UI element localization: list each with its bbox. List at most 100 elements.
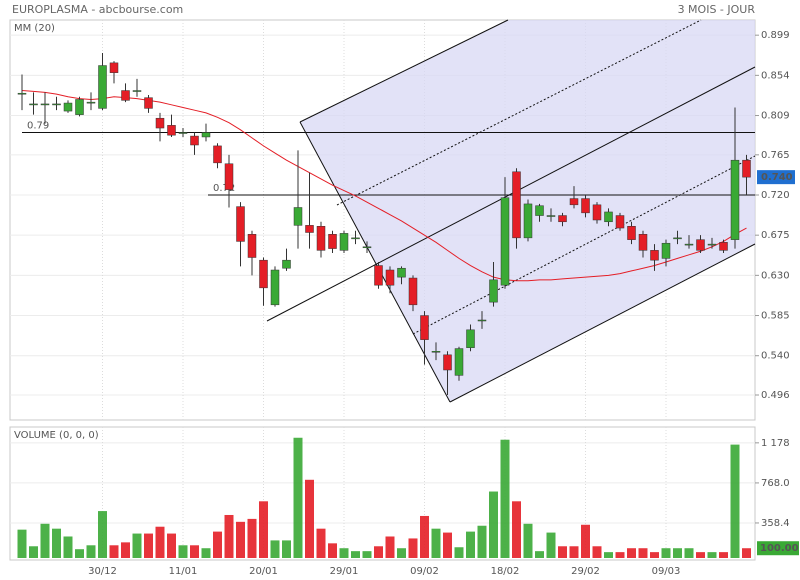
candle-body [17,92,27,95]
candle-body [696,239,705,251]
x-tick-label: 29/02 [571,566,600,577]
x-tick-label: 09/02 [410,566,439,577]
candle-body [604,211,613,223]
chart-subtitle: 3 MOIS - JOUR [678,3,756,16]
volume-bar [420,515,429,558]
y-tick-label: 0.496 [761,390,790,401]
volume-bar [236,521,245,558]
volume-bar [443,532,452,558]
volume-bar [466,531,475,558]
volume-bar [351,551,360,558]
candle-body [293,207,303,226]
last-volume-badge [757,541,799,556]
candle-body [420,315,429,340]
volume-bar [270,540,280,558]
candle-body [661,242,671,259]
volume-bar [684,548,694,558]
candle-body [638,234,648,251]
volume-bar [121,542,130,558]
volume-bar [63,536,73,558]
candle-body [500,197,510,286]
candle-body [40,103,50,106]
candle-body [339,233,349,251]
volume-bar [512,501,521,558]
candle-body [270,269,280,306]
candle-body [362,246,372,249]
candle-body [742,159,751,178]
candle-body [52,103,61,106]
candle-body [581,198,590,214]
volume-bar [247,518,257,558]
volume-bar [293,437,303,558]
y-tick-label: 0.765 [761,150,790,161]
volume-bar [627,548,636,558]
candle-body [167,125,176,136]
volume-bar [673,548,682,558]
candle-body [523,203,533,239]
last-price-label: 0.740 [761,172,793,183]
candle-body [247,234,257,258]
candle-body [627,226,636,240]
candle-body [385,269,395,286]
volume-bar [650,552,659,558]
last-price-badge [757,170,795,185]
candle-body [316,226,326,251]
volume-bar [17,529,27,558]
level-label: 0.72 [213,183,235,194]
x-tick-label: 29/01 [330,566,359,577]
volume-bar [98,511,107,558]
candle-body [132,90,142,92]
candle-body [86,101,96,104]
candle-body [466,329,475,348]
volume-bar [489,491,498,558]
candle-body [328,234,337,249]
candle-body [98,65,107,109]
volume-bar [638,548,648,558]
candle-body [454,348,464,376]
candle-body [546,215,556,217]
candle-body [592,204,602,221]
candle-body [569,198,579,206]
volume-bar [132,533,142,558]
candle-body [190,135,199,146]
candle-body [719,242,728,251]
candle-body [29,103,38,106]
candle-body [477,319,487,322]
volume-bar [305,479,314,558]
volume-bar [316,528,326,558]
volume-bar [535,551,544,558]
candle-body [650,250,659,261]
ma-line [21,90,747,282]
candle-body [121,90,130,101]
volume-bar [661,548,671,558]
y-tick-label: 0.809 [761,111,790,122]
volume-bar [201,548,211,558]
volume-bar [224,514,234,558]
candle-body [144,97,153,109]
volume-bar [385,536,395,558]
last-volume-label: 100.00 [760,543,799,554]
y-tick-label: 0.675 [761,230,790,241]
volume-bar [178,545,188,558]
candle-body [684,243,694,246]
volume-panel [9,426,756,561]
candle-body [512,171,521,239]
volume-bar [52,528,61,558]
y-tick-label: 768.0 [761,478,790,489]
x-tick-label: 09/03 [652,566,681,577]
candle-body [431,351,441,353]
candle-body [558,215,567,223]
y-tick-label: 0.630 [761,270,790,281]
candle-body [63,102,73,112]
chart-title: EUROPLASMA - abcbourse.com [12,3,183,16]
volume-bar [109,545,119,558]
volume-bar [431,528,441,558]
volume-bar [86,545,96,558]
candle-body [224,163,234,190]
volume-bar [719,552,728,558]
candle-body [213,145,222,164]
candle-body [109,62,119,73]
y-tick-label: 1 178 [761,438,790,449]
candle-body [351,237,360,240]
